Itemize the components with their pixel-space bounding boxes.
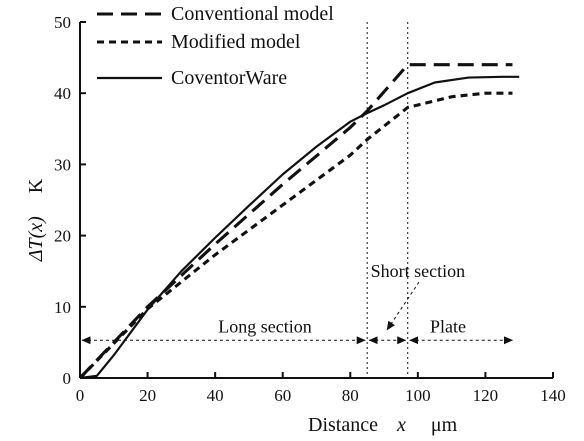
y-tick-label-0: 0 [63,369,72,388]
y-tick-label-40: 40 [54,84,71,103]
x-axis-variable: x [396,414,406,436]
legend-item-coventorware: CoventorWare [97,67,287,89]
x-tick-label-100: 100 [405,386,431,405]
x-tick-label-120: 120 [473,386,499,405]
x-tick-label-40: 40 [207,386,224,405]
y-tick-label-30: 30 [54,155,71,174]
y-tick-label-20: 20 [54,227,71,246]
legend-item-modified-model: Modified model [97,31,301,53]
short-section-pointer-arrow [386,281,420,331]
conventional-model-legend-label: Conventional model [171,3,334,25]
y-tick-label-50: 50 [54,13,71,32]
y-tick-label-10: 10 [54,298,71,317]
legend-layer: Conventional model Modified model Coventor… [97,3,334,89]
x-axis-title-text: Distance [308,414,378,436]
x-tick-label-140: 140 [540,386,566,405]
x-axis-unit: μm [431,414,458,436]
x-tick-label-80: 80 [342,386,359,405]
series-layer [78,63,520,380]
axis-titles: Distance x μm ΔT(x) K [25,178,458,436]
plate-label: Plate [430,316,466,336]
conventional-model-series-line [78,63,513,380]
long-section-label: Long section [218,316,311,336]
x-tick-label-60: 60 [274,386,291,405]
axes-layer: 0 20 40 60 80 100 120 140 0 10 20 30 40 50 [54,13,566,405]
x-tick-label-20: 20 [139,386,156,405]
x-axis-title: Distance x μm [308,414,458,436]
coventorware-legend-label: CoventorWare [171,67,287,89]
annotation-layer: Long section Plate Short section [81,261,513,345]
y-axis-title: ΔT(x) K [25,178,47,262]
legend-item-conventional-model: Conventional model [97,3,334,25]
coventorware-series-line [79,75,520,380]
x-tick-label-0: 0 [76,386,85,405]
guides-layer [366,22,409,378]
short-section-label: Short section [371,261,466,281]
modified-model-series-line [78,91,513,380]
modified-model-legend-label: Modified model [171,31,301,53]
y-axis-symbol: ΔT(x) [25,216,47,262]
y-axis-unit: K [25,178,47,193]
